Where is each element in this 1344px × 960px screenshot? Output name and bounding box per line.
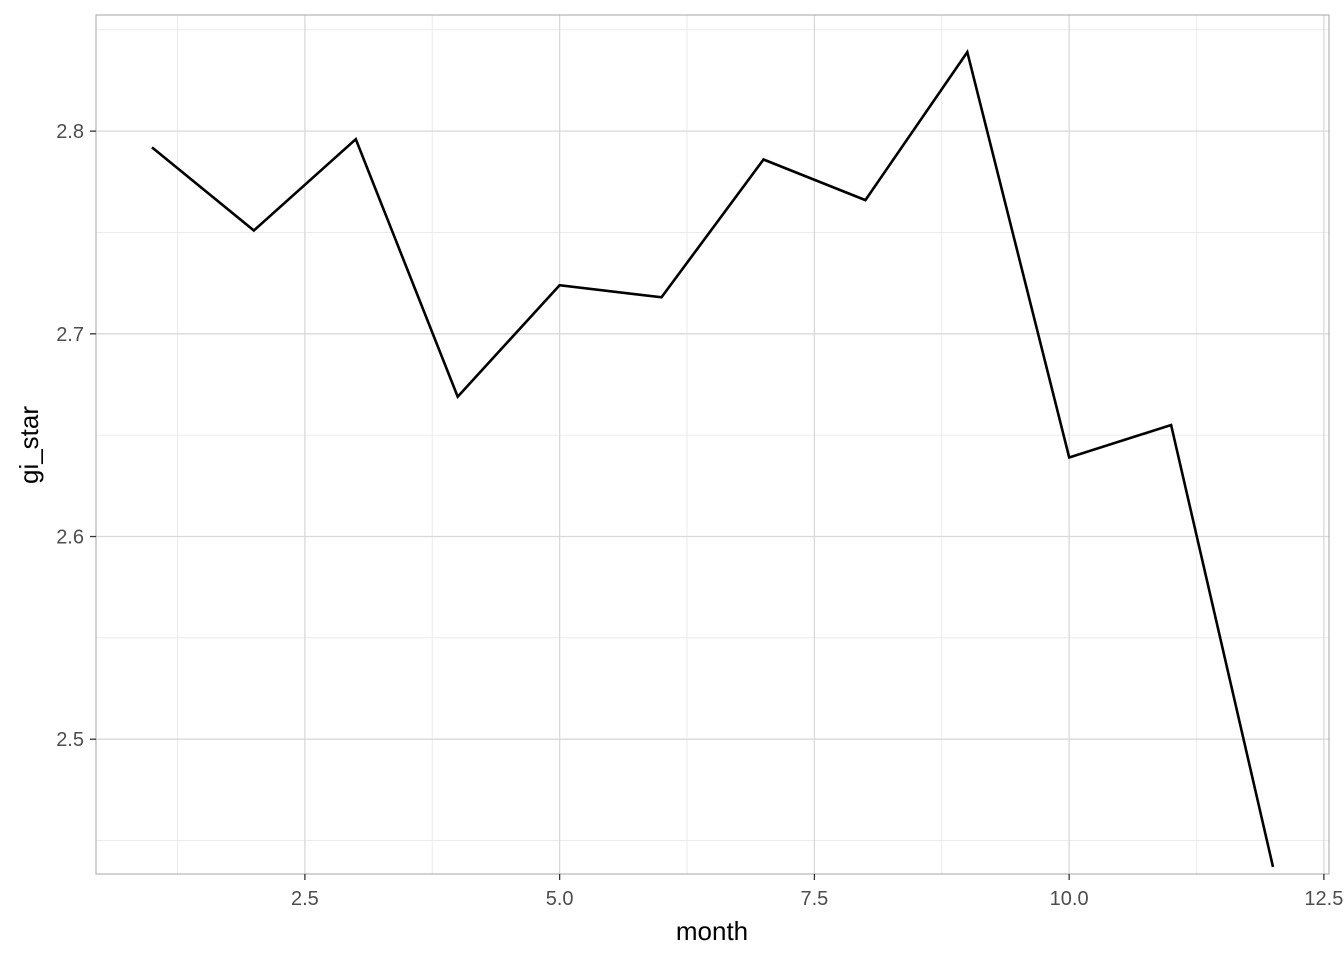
- x-tick-label: 7.5: [800, 888, 828, 910]
- x-tick-label: 10.0: [1050, 888, 1089, 910]
- x-tick-label: 12.5: [1304, 888, 1343, 910]
- y-axis-title: gi_star: [14, 406, 44, 484]
- series-layer: [151, 48, 1275, 868]
- y-tick-label: 2.6: [56, 527, 84, 549]
- x-axis-title: month: [676, 916, 748, 946]
- y-axis-tick-labels: 2.5 2.6 2.7 2.8: [56, 121, 84, 751]
- series-line: [151, 48, 1275, 868]
- x-axis-ticks: [304, 874, 1325, 880]
- y-tick-label: 2.7: [56, 324, 84, 346]
- y-tick-label: 2.5: [56, 729, 84, 751]
- major-gridlines: [96, 15, 1329, 874]
- plot-background: [96, 15, 1329, 874]
- x-axis-tick-labels: 2.5 5.0 7.5 10.0 12.5: [291, 888, 1343, 910]
- x-tick-label: 2.5: [291, 888, 319, 910]
- y-tick-label: 2.8: [56, 121, 84, 143]
- minor-gridlines: [96, 15, 1329, 874]
- x-tick-label: 5.0: [546, 888, 574, 910]
- y-axis-ticks: [90, 130, 96, 740]
- plot-border: [95, 14, 1330, 875]
